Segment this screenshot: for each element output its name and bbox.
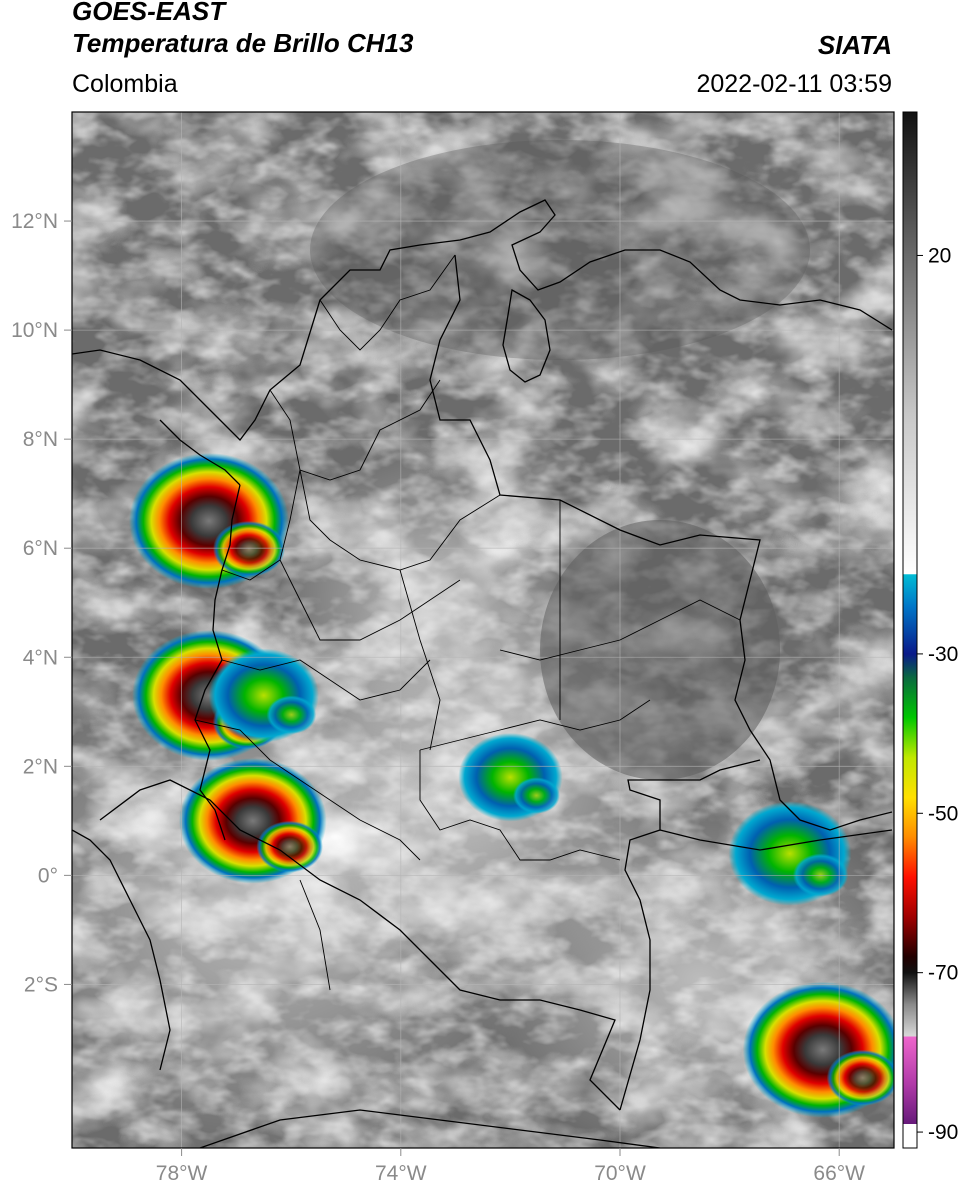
storm-guaviare (458, 732, 563, 822)
department-borders (194, 254, 741, 991)
institution-label: SIATA (817, 30, 892, 60)
storm-layer (129, 452, 894, 1118)
storm-pacific-central-lobe (266, 695, 317, 735)
colombia-venezuela-border (429, 254, 893, 831)
brazil-river (659, 829, 893, 851)
region-label: Colombia (72, 70, 178, 98)
ecuador-border (72, 829, 171, 1071)
storm-guaviare-lobe (513, 777, 560, 814)
latitude-ticks: 12°N 10°N 8°N 6°N 4°N 2°N 0° 2°S (11, 210, 72, 996)
graticule (72, 112, 894, 1148)
colombia-brazil-border (619, 759, 761, 1111)
colorbar: 20 -30 -50 -70 -90 (902, 111, 958, 1149)
storm-east-small (728, 801, 852, 906)
panama-border (159, 419, 241, 486)
lon-tick-label: 74°W (375, 1162, 427, 1185)
lat-tick-label: 6°N (23, 537, 58, 560)
plot-frame (71, 111, 895, 1149)
storm-pacific-central (208, 648, 319, 743)
lon-tick-label: 78°W (156, 1162, 208, 1185)
colorbar-tick-label: -90 (928, 1121, 958, 1144)
colorbar-ticks: 20 -30 -50 -70 -90 (917, 244, 958, 1144)
longitude-ticks: 78°W 74°W 70°W 66°W (156, 1148, 865, 1185)
colorbar-scale (902, 111, 918, 1149)
storm-uraba-lobe (213, 520, 285, 577)
lon-tick-label: 66°W (813, 1162, 865, 1185)
storm-amazonas-east-lobe (826, 1049, 894, 1106)
colorbar-tick-label: 20 (928, 244, 951, 267)
colorbar-tick-label: -30 (928, 643, 958, 666)
country-borders (72, 199, 893, 1148)
storm-uraba (129, 452, 289, 589)
caribbean-coast (72, 199, 893, 441)
colombia-peru-border (99, 779, 621, 1111)
storm-amazonas-east (742, 981, 894, 1118)
lat-tick-label: 10°N (11, 319, 58, 342)
lon-tick-label: 70°W (594, 1162, 646, 1185)
lat-tick-label: 4°N (23, 646, 58, 669)
timestamp-label: 2022-02-11 03:59 (696, 70, 892, 98)
lat-tick-label: 2°N (23, 755, 58, 778)
lat-tick-label: 0° (38, 864, 58, 887)
colorbar-tick-label: -50 (928, 802, 958, 825)
storm-narino (179, 758, 327, 884)
amazon-river (199, 1109, 661, 1148)
storm-narino-lobe (256, 820, 323, 873)
satellite-image (72, 112, 894, 1148)
maracaibo-lake (502, 288, 551, 383)
colorbar-tick-label: -70 (928, 962, 958, 985)
satellite-title: GOES-EAST (72, 0, 226, 26)
lat-tick-label: 8°N (23, 428, 58, 451)
product-title: Temperatura de Brillo CH13 (72, 28, 414, 58)
lat-tick-label: 12°N (11, 210, 58, 233)
lat-tick-label: 2°S (24, 973, 58, 996)
